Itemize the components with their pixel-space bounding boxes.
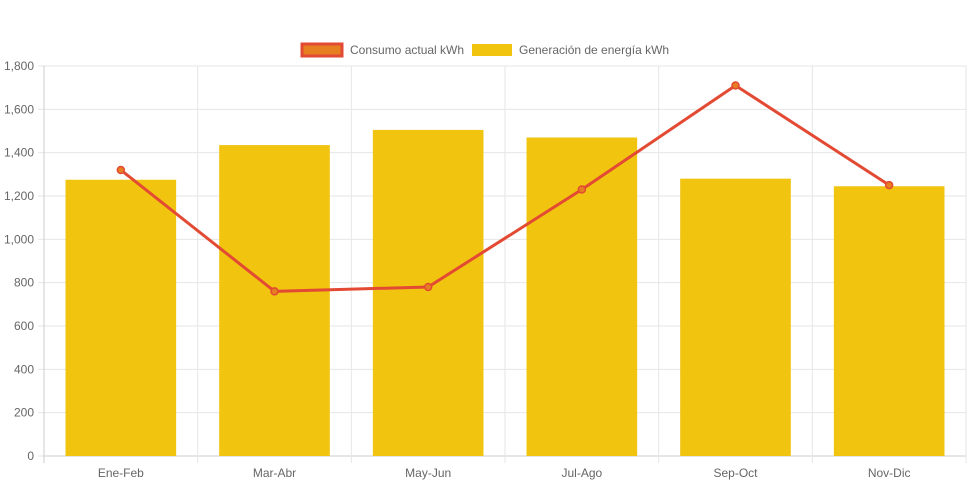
x-tick-label: Sep-Oct [713,466,758,480]
y-tick-label: 1,400 [4,146,34,160]
y-tick-label: 400 [14,362,34,376]
x-tick-label: May-Jun [405,466,451,480]
y-tick-label: 600 [14,319,34,333]
y-tick-label: 1,800 [4,59,34,73]
x-tick-label: Jul-Ago [561,466,602,480]
legend-label-generacion: Generación de energía kWh [519,43,669,57]
point-consumo [270,287,279,296]
y-tick-label: 1,200 [4,189,34,203]
y-tick-label: 0 [27,449,34,463]
y-tick-label: 800 [14,276,34,290]
bar-generacion [680,178,791,456]
x-tick-label: Ene-Feb [98,466,144,480]
line-consumo [119,84,890,293]
point-consumo [423,282,433,292]
grid-layer [38,65,967,463]
point-consumo [116,165,126,175]
bar-generacion [65,179,177,456]
legend-label-consumo: Consumo actual kWh [350,43,464,57]
legend-swatch-consumo [300,42,344,58]
legend: Consumo actual kWh Generación de energía … [300,42,669,58]
y-tick-label: 1,000 [4,232,34,246]
line-layer [116,81,894,296]
point-consumo [577,185,587,194]
legend-swatch-generacion [472,44,512,56]
point-consumo [884,180,894,190]
bar-generacion [833,186,945,456]
bar-generacion [372,129,484,456]
x-tick-label: Mar-Abr [253,466,296,480]
axis-layer: 0 200 400 600 800 1,000 1,200 1,400 1,600 1,800 En… [4,59,911,480]
bar-generacion [219,145,330,457]
y-tick-label: 1,600 [4,102,34,116]
y-tick-label: 200 [14,406,34,420]
point-consumo [731,81,740,90]
x-tick-label: Nov-Dic [868,466,911,480]
bars-layer [65,129,945,457]
